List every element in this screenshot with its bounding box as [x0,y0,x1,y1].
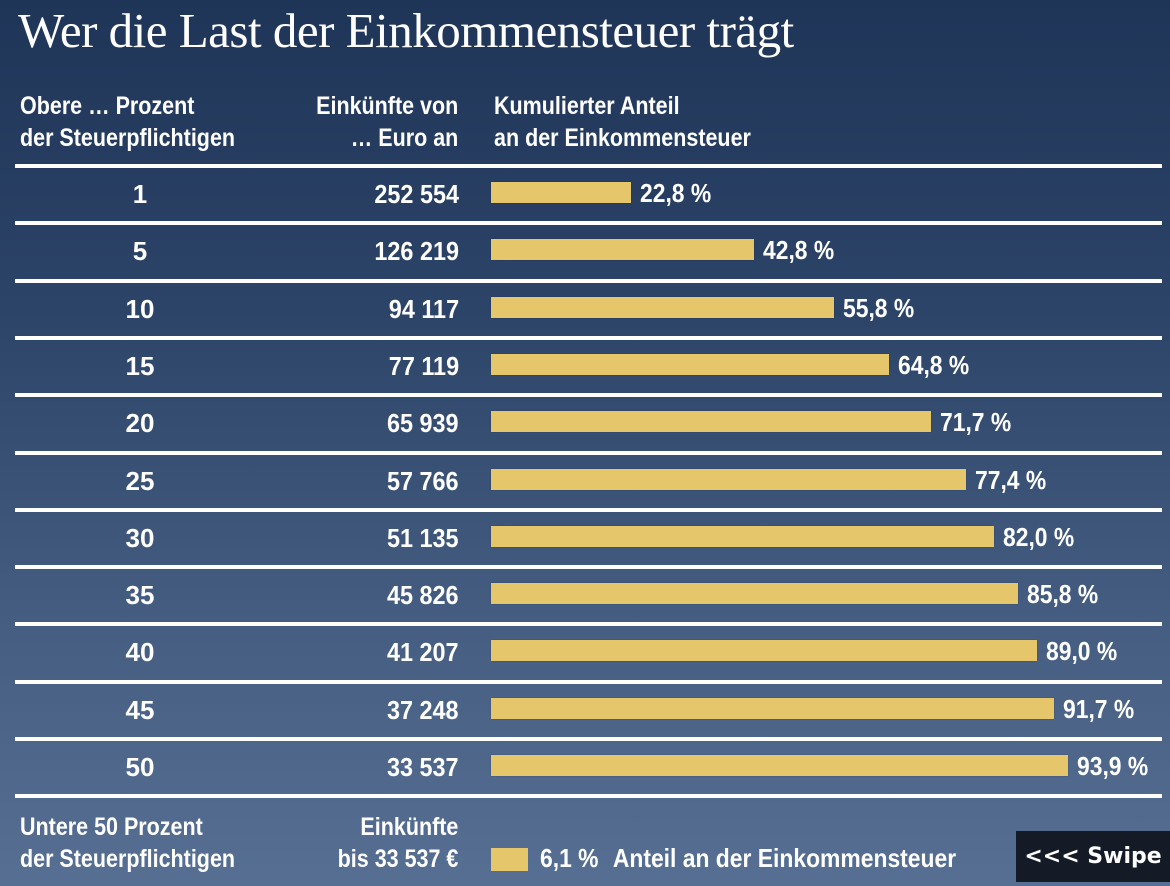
header-top-percent-line1: Obere … Prozent [20,92,195,120]
footer-income-line2: bis 33 537 € [337,845,458,873]
table-row: 45 37 248 91,7 % [0,684,1170,737]
bar [491,239,754,261]
bar-value-label: 93,9 % [1076,751,1148,781]
bar [491,583,1018,605]
divider-line [15,278,1162,283]
divider-line [15,737,1162,741]
table-row: 15 77 119 64,8 % [0,340,1170,393]
category-label: 40 [125,637,155,668]
divider-line [15,794,1162,799]
bar-value-label: 82,0 % [1003,521,1075,552]
category-label: 20 [125,408,155,439]
bar [491,182,631,203]
category-label: 50 [125,752,155,782]
income-value: 126 219 [374,236,459,267]
divider-line [15,507,1162,512]
category-label: 10 [125,293,155,324]
bar-value-label: 77,4 % [975,464,1047,495]
divider-line [15,679,1162,684]
header-income-line2: … Euro an [350,124,458,152]
bar [491,525,995,547]
category-label: 25 [125,465,155,496]
header-top-percent: Obere … Prozent der Steuerpflichtigen [20,90,235,154]
legend: 6,1 % Anteil an der Einkommensteuer [540,843,956,874]
header-income: Einkünfte von … Euro an [316,90,458,154]
table-row: 1 252 554 22,8 % [0,168,1170,221]
divider-line [15,221,1162,226]
table-row: 40 41 207 89,0 % [0,626,1170,679]
footer-bottom-percent: Untere 50 Prozent der Steuerpflichtigen [20,811,235,875]
footer-bottom-percent-line1: Untere 50 Prozent [20,813,203,841]
bar-value-label: 91,7 % [1063,693,1135,724]
income-value: 77 119 [388,350,459,381]
category-label: 30 [125,522,155,553]
header-cumulative-share: Kumulierter Anteil an der Einkommensteue… [494,90,751,154]
table-row: 35 45 826 85,8 % [0,569,1170,622]
income-value: 41 207 [387,637,459,668]
table-row: 5 126 219 42,8 % [0,225,1170,278]
header-income-line1: Einkünfte von [315,92,458,120]
bar [491,755,1068,776]
category-label: 5 [132,236,148,267]
legend-label: Anteil an der Einkommensteuer [612,843,957,873]
legend-value: 6,1 % [540,843,599,873]
income-value: 37 248 [387,694,459,725]
divider-line [15,622,1162,627]
header-cumulative-share-line1: Kumulierter Anteil [494,92,680,120]
bar-value-label: 22,8 % [639,178,712,208]
header-top-percent-line2: der Steuerpflichtigen [20,124,236,152]
category-label: 1 [132,179,148,209]
income-value: 51 135 [387,522,459,553]
table-row: 10 94 117 55,8 % [0,283,1170,336]
category-label: 45 [125,694,155,725]
chart-title: Wer die Last der Einkommensteuer trägt [18,3,794,58]
bar-value-label: 85,8 % [1026,579,1099,610]
table-row: 25 57 766 77,4 % [0,455,1170,508]
divider-line [15,164,1162,168]
bar [491,468,967,490]
bar [491,353,889,375]
income-value: 33 537 [387,752,459,782]
legend-swatch [491,848,528,871]
footer-bottom-percent-line2: der Steuerpflichtigen [20,845,236,873]
divider-line [15,565,1162,570]
swipe-button[interactable]: <<< Swipe [1016,831,1170,882]
bar [491,697,1055,719]
table-row: 50 33 537 93,9 % [0,741,1170,794]
category-label: 35 [125,580,155,611]
bar-value-label: 89,0 % [1046,636,1118,667]
income-value: 45 826 [387,580,459,611]
income-value: 94 117 [388,293,459,324]
footer-income-line1: Einkünfte [360,813,458,841]
table-row: 20 65 939 71,7 % [0,397,1170,450]
category-label: 15 [125,350,155,381]
bar [491,296,834,318]
bar [491,411,932,433]
table-row: 30 51 135 82,0 % [0,512,1170,565]
bar-value-label: 64,8 % [897,349,970,380]
income-value: 252 554 [374,179,459,209]
divider-line [15,393,1162,398]
bar-value-label: 42,8 % [762,235,835,266]
bar-value-label: 55,8 % [842,292,914,323]
income-value: 57 766 [387,465,459,496]
header-cumulative-share-line2: an der Einkommensteuer [494,124,751,152]
footer-income: Einkünfte bis 33 537 € [337,811,458,875]
divider-line [15,450,1162,455]
bar-value-label: 71,7 % [940,407,1012,438]
divider-line [15,335,1162,340]
bar [491,640,1038,662]
income-value: 65 939 [387,408,459,439]
